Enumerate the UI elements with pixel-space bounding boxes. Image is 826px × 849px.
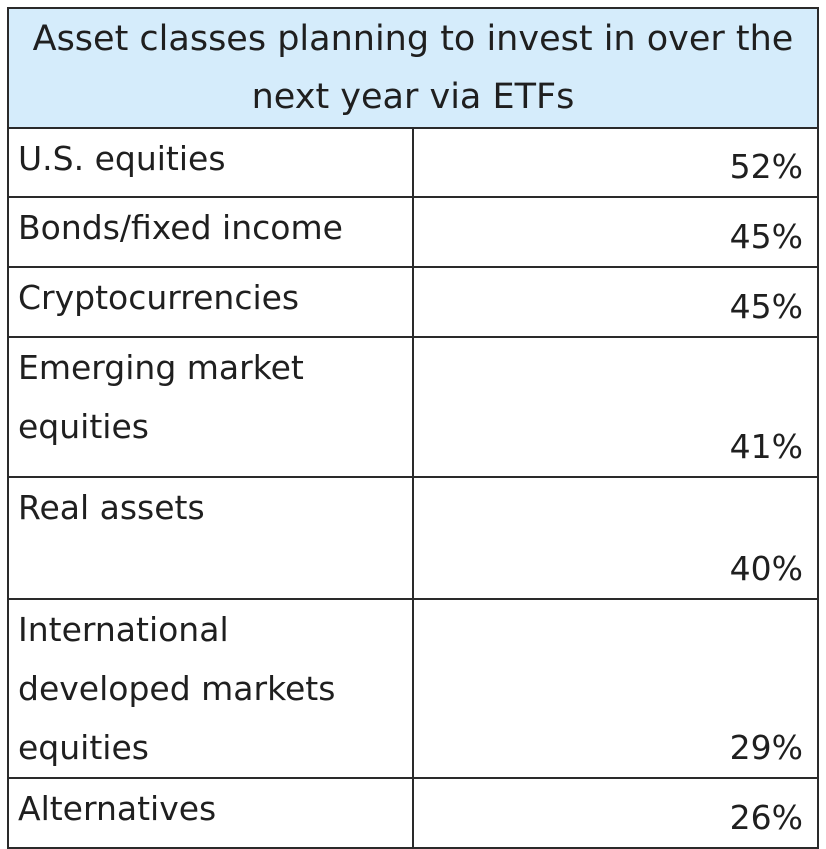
row-label: U.S. equities	[7, 127, 414, 198]
row-label: Alternatives	[7, 777, 414, 849]
row-value: 45%	[412, 196, 819, 268]
table-row: Real assets 40%	[7, 476, 819, 600]
data-table: Asset classes planning to invest in over…	[7, 7, 819, 849]
row-value: 52%	[412, 127, 819, 198]
row-value: 26%	[412, 777, 819, 849]
row-value: 41%	[412, 336, 819, 478]
row-value: 45%	[412, 266, 819, 338]
table-row: Cryptocurrencies 45%	[7, 266, 819, 338]
table-row: Alternatives 26%	[7, 777, 819, 849]
table-row: Emerging market equities 41%	[7, 336, 819, 478]
asset-class-table: Asset classes planning to invest in over…	[7, 7, 819, 849]
row-label: Emerging market equities	[7, 336, 414, 478]
table-row: International developed markets equities…	[7, 598, 819, 779]
row-label: Real assets	[7, 476, 414, 600]
row-value: 29%	[412, 598, 819, 779]
table-row: U.S. equities 52%	[7, 127, 819, 198]
table-row: Bonds/fixed income 45%	[7, 196, 819, 268]
table-title: Asset classes planning to invest in over…	[7, 7, 819, 129]
row-label: International developed markets equities	[7, 598, 414, 779]
row-value: 40%	[412, 476, 819, 600]
header-row: Asset classes planning to invest in over…	[7, 7, 819, 129]
row-label: Bonds/fixed income	[7, 196, 414, 268]
row-label: Cryptocurrencies	[7, 266, 414, 338]
